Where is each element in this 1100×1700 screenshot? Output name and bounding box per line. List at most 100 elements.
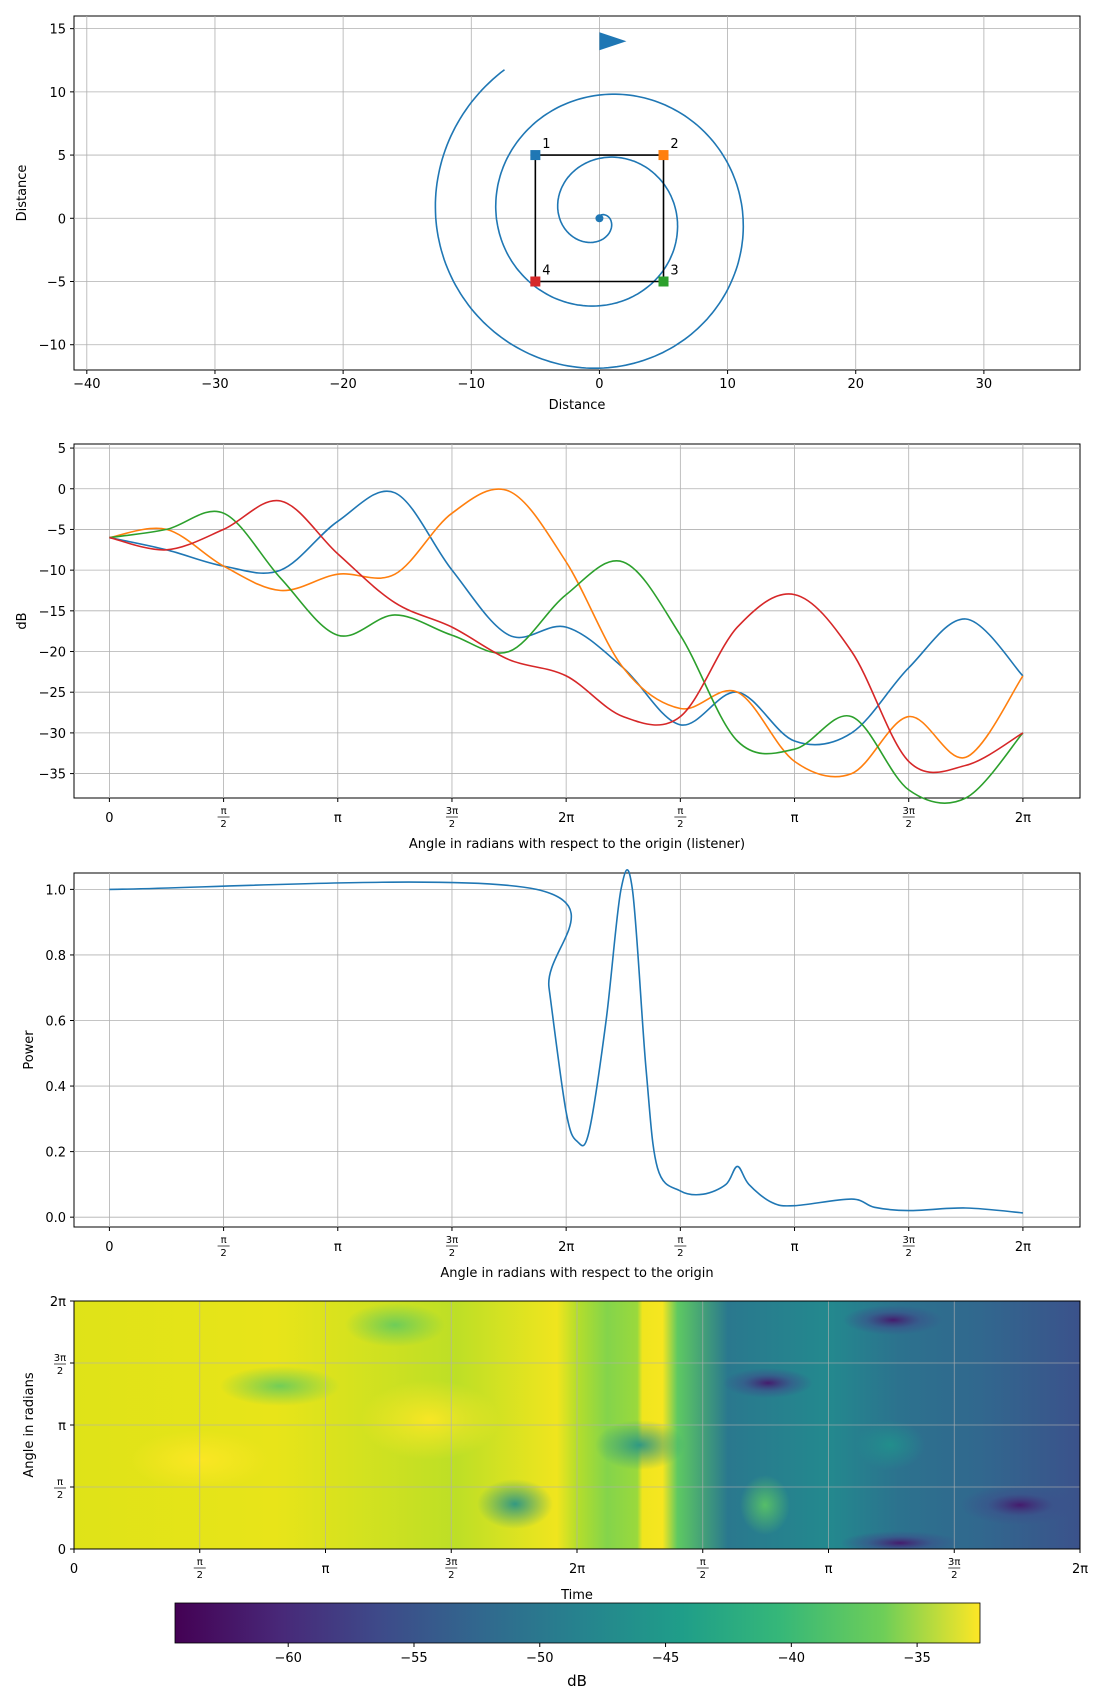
- panel2-ylabel: dB: [15, 612, 30, 629]
- heatmap-xtick-label: 3π2: [445, 1557, 457, 1581]
- series-line-0: [109, 869, 1023, 1214]
- speaker-marker: [658, 150, 669, 161]
- spiral-trajectory: [434, 69, 745, 369]
- panel2-grid: [74, 444, 1080, 798]
- panel1-xtick-label: 10: [719, 377, 736, 392]
- panel3-frame: [73, 872, 1081, 1228]
- heatmap-ytick-den: 2: [57, 1490, 63, 1501]
- heatmap-ytick-label: 2π: [50, 1295, 66, 1310]
- panel1-ticks: −40 −30 −20 −10 0 10 20 30 −10 −5 0 5 10 15: [39, 23, 993, 392]
- xtick-label-den: 2: [449, 1248, 455, 1259]
- xtick-label-num: 3π: [446, 1235, 458, 1246]
- ytick-label: −5: [47, 523, 66, 538]
- ytick-label: 5: [58, 442, 66, 457]
- series-line-3: [109, 499, 1024, 774]
- colorbar-tick-label: −60: [274, 1651, 301, 1666]
- xtick-label-num: π: [677, 806, 683, 817]
- panel3-xlabel: Angle in radians with respect to the ori…: [440, 1266, 713, 1281]
- heatmap-blob: [855, 1420, 925, 1470]
- heatmap-xtick-label-den: 2: [700, 1570, 706, 1581]
- xtick-label: 0: [105, 811, 113, 826]
- heatmap-blob: [840, 1531, 960, 1549]
- heatmap-xtick-label: 0: [70, 1562, 78, 1577]
- speaker-label: 1: [542, 137, 550, 152]
- xtick-label: π: [334, 1240, 342, 1255]
- xtick-label-den: 2: [220, 819, 226, 830]
- heatmap-xtick-label: 3π2: [948, 1557, 960, 1581]
- xtick-label-den: 2: [449, 819, 455, 830]
- heatmap-ytick-num: π: [57, 1477, 63, 1488]
- heatmap-xtick-label-den: 2: [197, 1570, 203, 1581]
- xtick-label-num: π: [677, 1235, 683, 1246]
- xtick-label: π2: [674, 1235, 687, 1259]
- xtick-label: π2: [217, 1235, 230, 1259]
- xtick-label: π2: [217, 806, 230, 830]
- panel4-ylabel: Angle in radians: [22, 1372, 37, 1477]
- heatmap-xtick-label: π2: [696, 1557, 709, 1581]
- xtick-label: 2π: [558, 1240, 574, 1255]
- ytick-label: 0.6: [45, 1015, 66, 1030]
- ytick-label: −25: [39, 686, 66, 701]
- panel2-marks: [109, 488, 1024, 804]
- heatmap-blob: [477, 1479, 553, 1529]
- panel1-ytick-label: −5: [47, 276, 66, 291]
- panel1-xlabel: Distance: [549, 398, 606, 413]
- heatmap-xtick-label: 2π: [569, 1562, 585, 1577]
- colorbar: [174, 1602, 981, 1644]
- xtick-label: π2: [674, 806, 687, 830]
- xtick-label-num: 3π: [903, 806, 915, 817]
- ytick-label: −30: [39, 727, 66, 742]
- panel3-ticks: 0 π2 π 3π2 2π π2 π 3π2 2π0.00.20.40.60.81.0: [45, 883, 1031, 1259]
- ytick-label: −35: [39, 768, 66, 783]
- panel1-xtick-label: 0: [595, 377, 603, 392]
- xtick-label: π: [791, 811, 799, 826]
- panel1-ytick-label: 5: [58, 149, 66, 164]
- xtick-label-den: 2: [677, 1248, 683, 1259]
- xtick-label: π: [791, 1240, 799, 1255]
- panel1-ytick-label: 0: [58, 212, 66, 227]
- ytick-label: 0: [58, 483, 66, 498]
- panel1-ytick-label: 10: [49, 86, 66, 101]
- xtick-label-den: 2: [677, 819, 683, 830]
- colorbar-label: dB: [567, 1672, 587, 1690]
- xtick-label-num: 3π: [903, 1235, 915, 1246]
- heatmap-xtick-label-num: 3π: [445, 1557, 457, 1568]
- xtick-label: 3π2: [903, 806, 915, 830]
- heatmap-blob: [595, 1420, 685, 1470]
- heatmap-xtick-label: π: [825, 1562, 833, 1577]
- heatmap-blob: [220, 1366, 340, 1406]
- speaker-label: 4: [542, 264, 550, 279]
- xtick-label: 2π: [1015, 1240, 1031, 1255]
- colorbar-tick-label: −35: [903, 1651, 930, 1666]
- panel1-marks: 1 2 3 4: [434, 32, 745, 369]
- xtick-label-den: 2: [906, 819, 912, 830]
- xtick-label: π: [334, 811, 342, 826]
- xtick-label: 2π: [558, 811, 574, 826]
- heatmap-xtick-label-num: 3π: [948, 1557, 960, 1568]
- ytick-label: 0.2: [45, 1146, 66, 1161]
- heatmap-blob: [843, 1305, 943, 1335]
- xtick-label: 3π2: [446, 806, 458, 830]
- power-panel: 0 π2 π 3π2 2π π2 π 3π2 2π0.00.20.40.60.81.0 Angl…: [22, 869, 1081, 1281]
- heatmap-ytick-den: 2: [57, 1366, 63, 1377]
- xtick-label-num: π: [221, 806, 227, 817]
- series-line-1: [109, 488, 1024, 778]
- trajectory-arrowhead: [599, 32, 627, 51]
- heatmap-xtick-label-num: π: [197, 1557, 203, 1568]
- db-per-speaker-panel: 0 π2 π 3π2 2π π2 π 3π2 2π50−5−10−15−20−25−30−35 …: [15, 442, 1081, 852]
- trajectory-panel: −40 −30 −20 −10 0 10 20 30 −10 −5 0 5 10 15 1 2 3 4 Dist…: [15, 15, 1081, 413]
- heatmap-ytick-num: 3π: [54, 1353, 66, 1364]
- heatmap-xtick-label-den: 2: [448, 1570, 454, 1581]
- xtick-label-num: 3π: [446, 806, 458, 817]
- xtick-label-den: 2: [906, 1248, 912, 1259]
- panel3-grid: [74, 873, 1080, 1227]
- speaker-marker: [658, 276, 669, 287]
- panel2-xlabel: Angle in radians with respect to the ori…: [409, 837, 745, 852]
- heatmap-blob: [723, 1368, 813, 1398]
- panel3-marks: [109, 869, 1023, 1214]
- ytick-label: 0.4: [45, 1080, 66, 1095]
- heatmap-ytick-label: π: [58, 1419, 66, 1434]
- heatmap-xtick-label: π2: [193, 1557, 206, 1581]
